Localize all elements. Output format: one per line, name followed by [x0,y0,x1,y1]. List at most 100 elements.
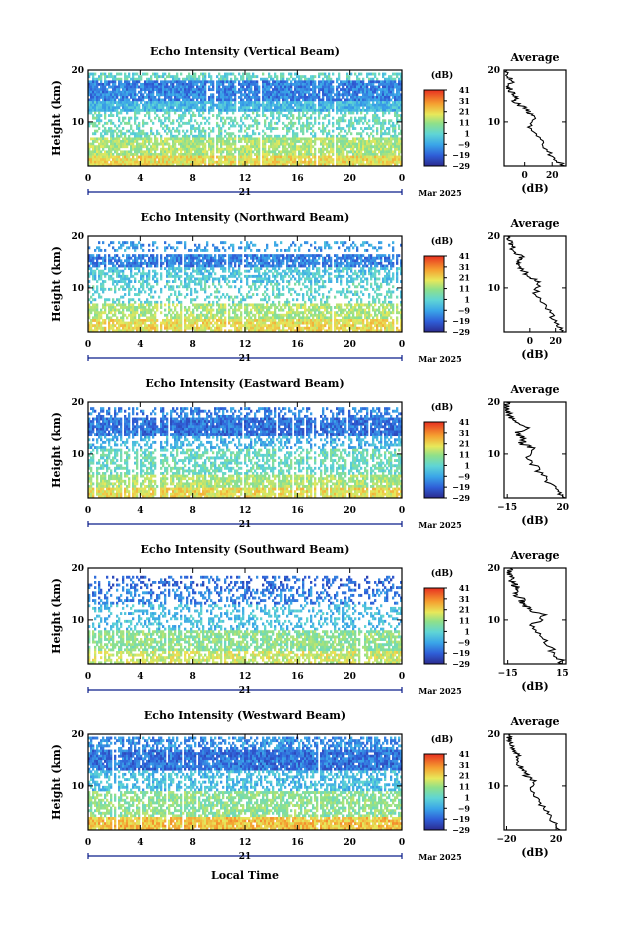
heatmap-cell [128,134,131,138]
heatmap-cell [252,103,255,107]
heatmap-cell [276,264,279,268]
heatmap-cell [266,158,269,162]
heatmap-cell [108,259,111,263]
heatmap-cell [118,111,121,115]
heatmap-cell [294,256,297,260]
heatmap-cell [308,95,311,99]
heatmap-cell [212,155,215,159]
heatmap-cell [194,93,197,97]
heatmap-cell [304,77,307,81]
heatmap-cell [132,254,135,258]
heatmap-cell [350,72,353,76]
heatmap-cell [320,163,323,166]
heatmap-cell [124,137,127,141]
heatmap-cell [250,153,253,156]
heatmap-cell [294,264,297,268]
heatmap-cell [286,124,289,128]
heatmap-cell [96,155,99,159]
heatmap-cell [122,82,125,86]
heatmap-cell [240,119,243,123]
heatmap-cell [298,75,301,79]
heatmap-cell [92,147,95,151]
heatmap-cell [278,158,281,162]
heatmap-cell [90,160,93,164]
heatmap-cell [388,140,391,143]
heatmap-cell [388,150,391,154]
heatmap-cell [222,80,225,84]
heatmap-cell [250,267,253,271]
heatmap-cell [358,153,361,156]
heatmap-cell [292,158,295,162]
heatmap-cell [320,137,323,141]
heatmap-cell [118,137,121,141]
heatmap-cell [216,95,219,99]
heatmap-cell [114,142,117,146]
heatmap-cell [276,145,279,149]
heatmap-cell [368,140,371,143]
heatmap-cell [188,256,191,260]
heatmap-cell [96,256,99,260]
heatmap-cell [370,106,373,110]
heatmap-cell [184,241,187,245]
heatmap-cell [294,85,297,89]
heatmap-cell [316,108,319,112]
heatmap-cell [196,93,199,97]
heatmap-cell [350,147,353,151]
heatmap-cell [176,129,179,133]
heatmap-cell [200,93,203,97]
heatmap-cell [112,77,115,81]
heatmap-cell [336,80,339,84]
heatmap-cell [166,259,169,263]
heatmap-cell [274,103,277,107]
heatmap-cell [372,261,375,265]
heatmap-cell [202,101,205,105]
heatmap-cell [290,155,293,159]
heatmap-cell [188,75,191,79]
heatmap-cell [202,137,205,141]
heatmap-cell [358,119,361,123]
heatmap-cell [276,108,279,112]
heatmap-cell [328,243,331,247]
heatmap-cell [256,111,259,115]
heatmap-cell [154,82,157,86]
heatmap-cell [394,103,397,107]
heatmap-cell [174,145,177,149]
heatmap-cell [210,93,213,97]
heatmap-cell [228,158,231,162]
heatmap-cell [356,158,359,162]
heatmap-cell [366,108,369,112]
heatmap-cell [98,261,101,265]
heatmap-cell [118,93,121,97]
heatmap-cell [352,85,355,89]
heatmap-cell [226,88,229,92]
heatmap-cell [386,155,389,159]
heatmap-cell [106,108,109,112]
heatmap-cell [300,150,303,154]
heatmap-cell [98,147,101,151]
avg-x-tick-label: 20 [546,171,559,181]
heatmap-cell [290,90,293,94]
heatmap-cell [280,264,283,268]
heatmap-cell [108,101,111,105]
heatmap-cell [128,259,131,263]
heatmap-cell [304,80,307,84]
heatmap-cell [268,124,271,128]
heatmap-cell [360,160,363,164]
heatmap-cell [312,261,315,265]
heatmap-cell [334,261,337,265]
heatmap-cell [278,103,281,107]
heatmap-cell [268,147,271,151]
heatmap-cell [306,259,309,263]
heatmap-cell [372,72,375,76]
heatmap-cell [348,142,351,146]
heatmap-cell [272,259,275,263]
heatmap-cell [136,147,139,151]
heatmap-cell [264,160,267,164]
heatmap-cell [280,72,283,76]
heatmap-cell [344,158,347,162]
heatmap-cell [162,150,165,154]
heatmap-cell [108,140,111,143]
heatmap-cell [288,145,291,149]
heatmap-cell [342,90,345,94]
heatmap-cell [282,72,285,76]
